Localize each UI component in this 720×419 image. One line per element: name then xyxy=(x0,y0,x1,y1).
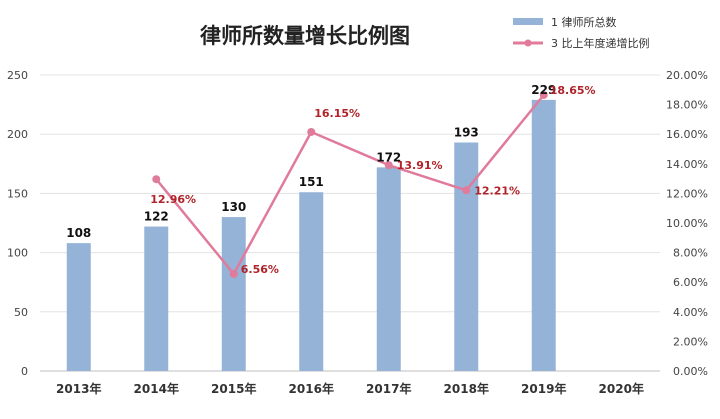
data-labels: 108 122 130 151 172 193 229 12.96% 6.56% 16.15% 13… xyxy=(66,83,595,276)
watermark: 律新社 xyxy=(659,394,705,412)
bar xyxy=(221,217,246,371)
bar xyxy=(531,99,556,371)
x-tick-label: 2013年 xyxy=(56,381,101,396)
y-left-tick-label: 50 xyxy=(14,306,28,319)
bar-value-label: 122 xyxy=(144,210,169,224)
x-tick-label: 2014年 xyxy=(134,381,179,396)
bar xyxy=(144,226,169,371)
x-tick-label: 2020年 xyxy=(599,381,644,396)
y-right-tick-label: 8.00% xyxy=(673,247,708,260)
bar xyxy=(376,167,401,371)
y-right-tick-label: 0.00% xyxy=(673,365,708,378)
line-value-label: 6.56% xyxy=(241,263,279,276)
line-point xyxy=(229,269,238,278)
axes: 0 50 100 150 200 250 0.00% 2.00% 4.00% 6.00% 8.00%… xyxy=(7,69,708,396)
y-right-tick-label: 20.00% xyxy=(666,69,708,82)
chart-title: 律师所数量增长比例图 xyxy=(200,23,410,48)
growth-line xyxy=(155,94,545,276)
line-value-label: 18.65% xyxy=(550,84,596,97)
grid-lines xyxy=(40,74,660,372)
x-tick-label: 2016年 xyxy=(289,381,334,396)
y-left-tick-label: 200 xyxy=(7,128,28,141)
line-value-label: 12.96% xyxy=(150,193,196,206)
bar-value-label: 172 xyxy=(376,150,401,164)
bar xyxy=(454,142,479,371)
legend-swatch-bar xyxy=(513,18,543,25)
line-point xyxy=(384,161,393,170)
legend: 1 律师所总数 3 比上年度递增比例 xyxy=(513,15,650,50)
legend-swatch-marker xyxy=(524,39,532,47)
bar-value-label: 193 xyxy=(454,125,479,139)
y-right-tick-label: 4.00% xyxy=(673,306,708,319)
y-right-tick-label: 6.00% xyxy=(673,276,708,289)
bar-series xyxy=(66,99,556,371)
x-tick-label: 2019年 xyxy=(521,381,566,396)
line-point xyxy=(152,175,161,184)
y-right-tick-label: 10.00% xyxy=(666,217,708,230)
x-tick-label: 2018年 xyxy=(444,381,489,396)
legend-label-bar: 1 律师所总数 xyxy=(551,15,617,29)
bar xyxy=(299,192,324,371)
bar-value-label: 229 xyxy=(531,83,556,97)
x-tick-label: 2017年 xyxy=(366,381,411,396)
bar-value-label: 151 xyxy=(299,175,324,189)
bar xyxy=(66,243,91,371)
bar-value-label: 130 xyxy=(221,200,246,214)
legend-label-line: 3 比上年度递增比例 xyxy=(551,36,650,50)
y-right-tick-label: 16.00% xyxy=(666,128,708,141)
line-value-label: 16.15% xyxy=(314,107,360,120)
line-point xyxy=(539,90,548,99)
bar-value-label: 108 xyxy=(66,226,91,240)
line-point xyxy=(307,127,316,136)
x-tick-label: 2015年 xyxy=(211,381,256,396)
y-right-tick-label: 18.00% xyxy=(666,99,708,112)
y-left-tick-label: 0 xyxy=(21,365,28,378)
line-value-label: 13.91% xyxy=(397,159,443,172)
line-value-label: 12.21% xyxy=(474,184,520,197)
y-right-tick-label: 2.00% xyxy=(673,335,708,348)
y-left-tick-label: 250 xyxy=(7,69,28,82)
y-right-tick-label: 14.00% xyxy=(666,158,708,171)
watermark-text: 律新社 xyxy=(659,394,705,412)
y-left-tick-label: 150 xyxy=(7,187,28,200)
y-right-tick-label: 12.00% xyxy=(666,187,708,200)
y-left-tick-label: 100 xyxy=(7,247,28,260)
line-point xyxy=(462,186,471,195)
line-series xyxy=(152,90,548,278)
